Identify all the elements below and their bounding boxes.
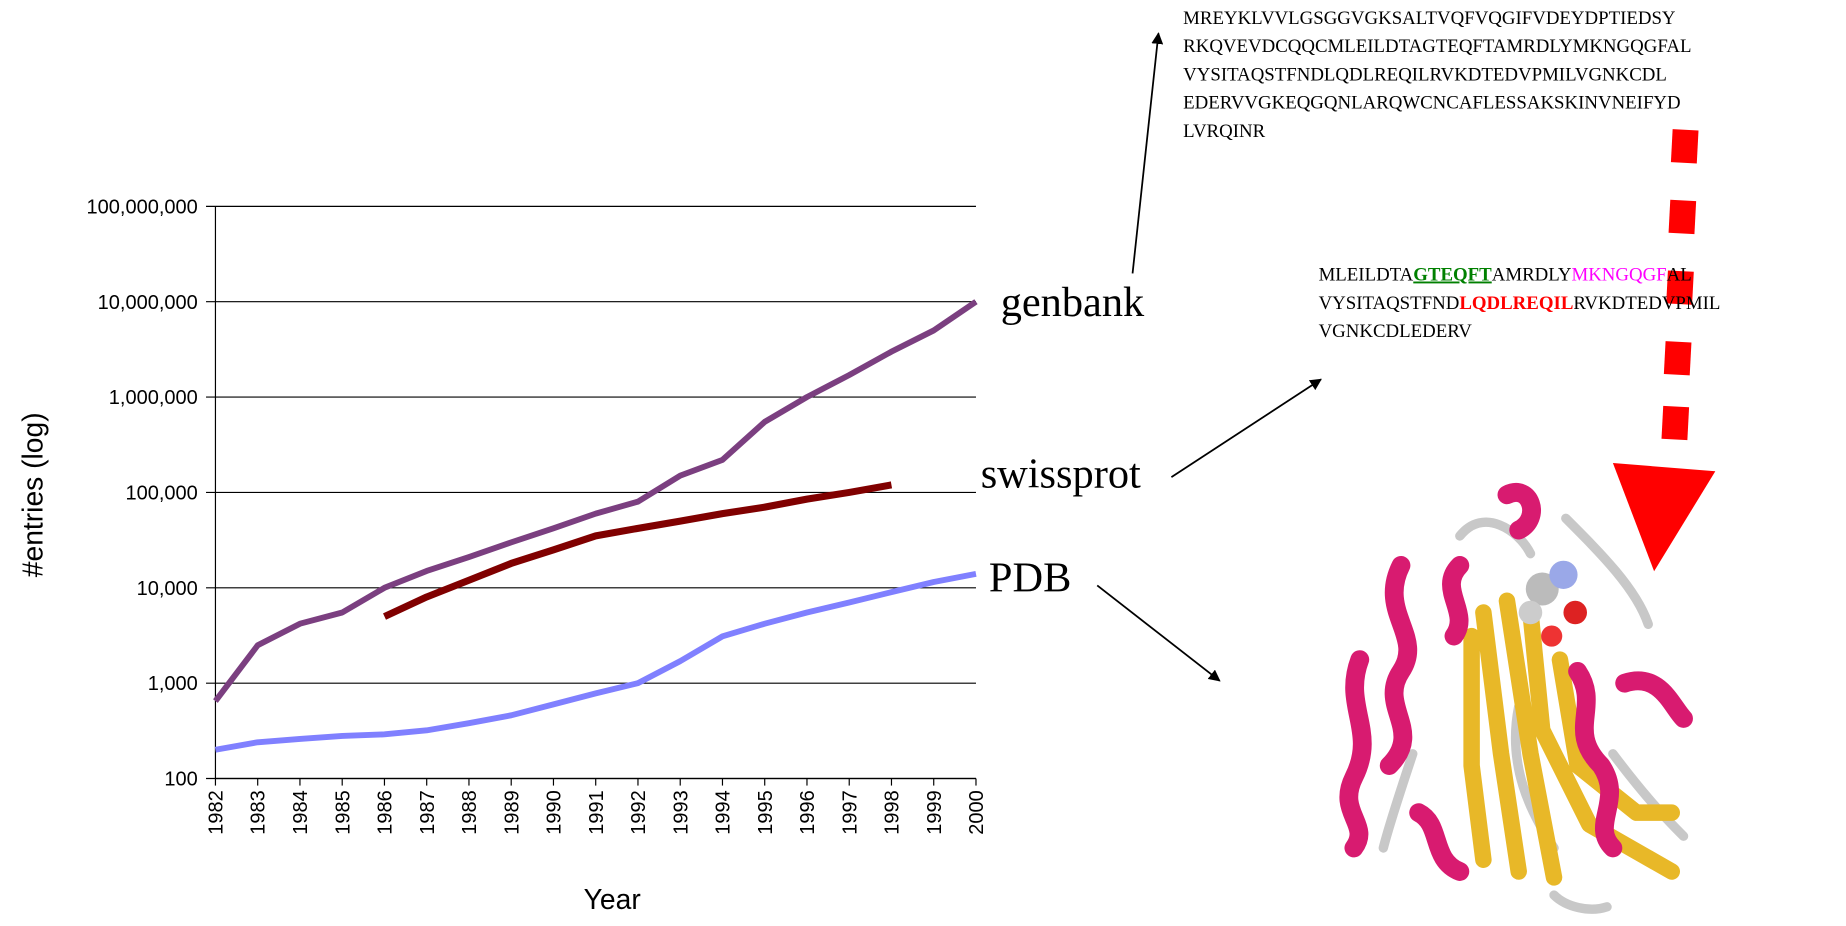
red-dashed-arrow — [1613, 129, 1715, 571]
y-tick-label: 10,000,000 — [98, 292, 198, 314]
series-line — [215, 302, 976, 701]
chart: 100 1,000 10,000 100,000 1,000,000 10,000,000… — [87, 196, 988, 834]
page: 100 1,000 10,000 100,000 1,000,000 10,000,000… — [0, 0, 1846, 926]
fragment-segment: RVKDTEDVPMIL — [1573, 293, 1720, 314]
y-tick-label: 1,000,000 — [109, 387, 198, 409]
y-tick-label: 100 — [164, 769, 197, 791]
fragment-line: MLEILDTAGTEQFTAMRDLYMKNGQGFAL — [1319, 265, 1692, 286]
sequence-line: EDERVVGKEQGQNLARQWCNCAFLESSAKSKINVNEIFYD — [1183, 93, 1680, 114]
y-tick-label: 1,000 — [148, 673, 198, 695]
x-tick-label: 2000 — [966, 790, 988, 835]
x-tick-label: 1990 — [544, 790, 566, 835]
series-line — [215, 574, 976, 750]
y-tick-label: 100,000 — [125, 482, 197, 504]
fragment-segment: AL — [1667, 265, 1692, 286]
full-sequence: MREYKLVVLGSGGVGKSALTVQFVQGIFVDEYDPTIEDSY… — [1183, 8, 1691, 142]
y-tick-label: 10,000 — [137, 578, 198, 600]
y-tick-label: 100,000,000 — [87, 196, 198, 218]
x-tick-label: 1984 — [290, 790, 312, 835]
x-tick-label: 1996 — [797, 790, 819, 835]
fragment-line: VYSITAQSTFNDLQDLREQILRVKDTEDVPMIL — [1319, 293, 1721, 314]
fragment-segment: VYSITAQSTFND — [1319, 293, 1460, 314]
x-tick-label: 1995 — [755, 790, 777, 835]
x-tick-label: 1987 — [417, 790, 439, 835]
fragment-segment: AMRDLY — [1492, 265, 1572, 286]
arrow — [1171, 379, 1321, 477]
fragment-segment: VGNKCDLEDERV — [1319, 321, 1473, 342]
x-tick-label: 1988 — [459, 790, 481, 835]
sequence-line: LVRQINR — [1183, 121, 1265, 142]
sequence-line: MREYKLVVLGSGGVGKSALTVQFVQGIFVDEYDPTIEDSY — [1183, 8, 1676, 29]
arrow — [1133, 33, 1159, 273]
sequence-line: RKQVEVDCQQCMLEILDTAGTEQFTAMRDLYMKNGQGFAL — [1183, 36, 1691, 57]
x-tick-label: 1982 — [206, 790, 228, 835]
series-label: PDB — [989, 554, 1071, 601]
x-tick-label: 1991 — [586, 790, 608, 835]
sequence-line: VYSITAQSTFNDLQDLREQILRVKDTEDVPMILVGNKCDL — [1183, 64, 1667, 85]
fragment-motif: LQDLREQIL — [1459, 293, 1573, 314]
fragment-line: VGNKCDLEDERV — [1319, 321, 1473, 342]
series-label: swissprot — [981, 451, 1141, 498]
x-tick-label: 1993 — [670, 790, 692, 835]
y-axis-label: #entries (log) — [16, 412, 48, 577]
slide: 100 1,000 10,000 100,000 1,000,000 10,000,000… — [0, 0, 1846, 926]
series-label: genbank — [1001, 279, 1145, 326]
x-axis-label: Year — [584, 883, 641, 915]
x-tick-label: 1983 — [248, 790, 270, 835]
x-tick-label: 1999 — [924, 790, 946, 835]
x-tick-label: 1998 — [882, 790, 904, 835]
fragment-motif: GTEQFT — [1413, 265, 1492, 286]
fragment-segment: MLEILDTA — [1319, 265, 1414, 286]
x-tick-label: 1997 — [839, 790, 861, 835]
arrow — [1097, 585, 1219, 680]
x-tick-label: 1989 — [501, 790, 523, 835]
x-tick-label: 1986 — [375, 790, 397, 835]
x-tick-label: 1994 — [713, 790, 735, 835]
fragment-motif: MKNGQGF — [1571, 265, 1666, 286]
x-tick-label: 1985 — [332, 790, 354, 835]
x-tick-label: 1992 — [628, 790, 650, 835]
protein-illustration — [1349, 492, 1684, 909]
